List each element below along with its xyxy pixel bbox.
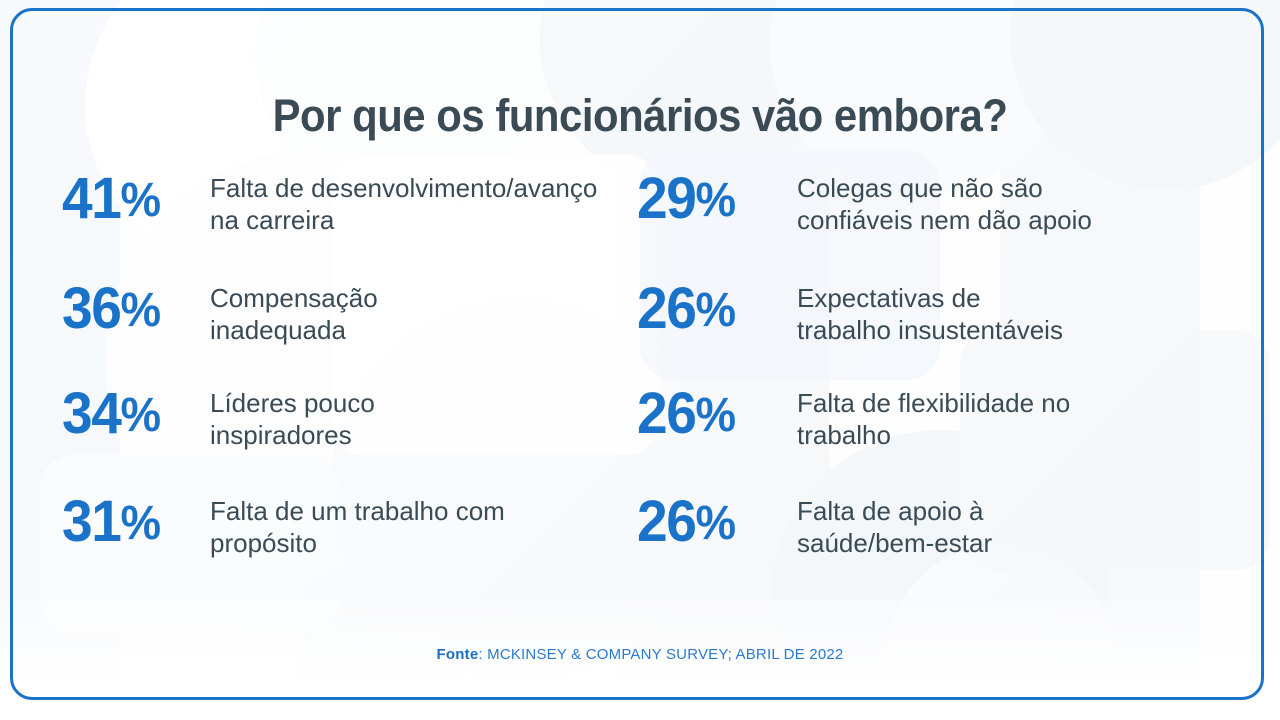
percent-symbol: %	[695, 389, 736, 442]
stat-label-line1: Expectativas de	[797, 283, 981, 313]
stat-item: 36% Compensação inadequada	[62, 278, 637, 383]
page-title: Por que os funcionários vão embora?	[272, 90, 1008, 142]
stat-label-line1: Falta de desenvolvimento/avanço	[210, 173, 598, 203]
stat-label-line1: Falta de um trabalho com	[210, 496, 505, 526]
stat-item: 26% Falta de apoio à saúde/bem-estar	[637, 491, 1222, 599]
stat-label: Falta de um trabalho com propósito	[210, 491, 637, 559]
stat-percentage-value: 34	[62, 381, 122, 446]
stat-percentage-value: 29	[637, 166, 697, 231]
stat-item: 34% Líderes pouco inspiradores	[62, 383, 637, 491]
stat-item: 41% Falta de desenvolvimento/avanço na c…	[62, 168, 637, 278]
percent-symbol: %	[120, 497, 161, 550]
source-note: Fonte: MCKINSEY & COMPANY SURVEY; ABRIL …	[0, 646, 1280, 663]
source-separator: :	[478, 646, 488, 663]
stat-percentage: 41%	[62, 168, 203, 228]
percent-symbol: %	[120, 389, 161, 442]
stat-percentage-value: 26	[637, 381, 697, 446]
stat-label-line2: propósito	[210, 527, 317, 558]
stat-label-line2: na carreira	[210, 204, 335, 235]
stat-label-line1: Colegas que não são	[797, 173, 1043, 203]
stat-label-line1: Compensação	[210, 283, 378, 313]
stat-label-line2: saúde/bem-estar	[797, 527, 993, 558]
stat-label: Colegas que não são confiáveis nem dão a…	[797, 168, 1217, 236]
source-text: MCKINSEY & COMPANY SURVEY; ABRIL DE 2022	[487, 646, 844, 663]
stat-percentage-value: 41	[62, 166, 122, 231]
stat-percentage-value: 26	[637, 276, 697, 341]
stat-label-line2: confiáveis nem dão apoio	[797, 204, 1092, 235]
stat-label-line1: Líderes pouco	[210, 388, 375, 418]
stat-item: 26% Expectativas de trabalho insustentáv…	[637, 278, 1222, 383]
stat-percentage: 31%	[62, 491, 203, 551]
source-label: Fonte	[436, 646, 479, 663]
stat-label-line1: Falta de apoio à	[797, 496, 984, 526]
stat-label: Compensação inadequada	[210, 278, 637, 346]
stat-label-line2: inadequada	[210, 314, 346, 345]
stat-percentage: 26%	[637, 491, 789, 551]
stat-label-line2: inspiradores	[210, 419, 352, 450]
stat-item: 31% Falta de um trabalho com propósito	[62, 491, 637, 599]
stat-percentage: 36%	[62, 278, 203, 338]
stat-label: Falta de desenvolvimento/avanço na carre…	[210, 168, 637, 236]
stat-label: Líderes pouco inspiradores	[210, 383, 637, 451]
stat-percentage-value: 31	[62, 489, 122, 554]
stat-label: Expectativas de trabalho insustentáveis	[797, 278, 1217, 346]
percent-symbol: %	[695, 284, 736, 337]
stat-item: 29% Colegas que não são confiáveis nem d…	[637, 168, 1222, 278]
stat-label-line2: trabalho insustentáveis	[797, 314, 1063, 345]
stat-percentage: 34%	[62, 383, 203, 443]
statistics-grid: 41% Falta de desenvolvimento/avanço na c…	[62, 168, 1222, 599]
stat-label-line1: Falta de flexibilidade no	[797, 388, 1071, 418]
percent-symbol: %	[695, 497, 736, 550]
stat-percentage: 26%	[637, 278, 789, 338]
stat-percentage: 29%	[637, 168, 789, 228]
stat-percentage-value: 26	[637, 489, 697, 554]
stat-label: Falta de apoio à saúde/bem-estar	[797, 491, 1217, 559]
stat-label-line2: trabalho	[797, 419, 891, 450]
percent-symbol: %	[695, 174, 736, 227]
percent-symbol: %	[120, 174, 161, 227]
stat-label: Falta de flexibilidade no trabalho	[797, 383, 1217, 451]
stat-item: 26% Falta de flexibilidade no trabalho	[637, 383, 1222, 491]
percent-symbol: %	[120, 284, 161, 337]
stat-percentage-value: 36	[62, 276, 122, 341]
stat-percentage: 26%	[637, 383, 789, 443]
